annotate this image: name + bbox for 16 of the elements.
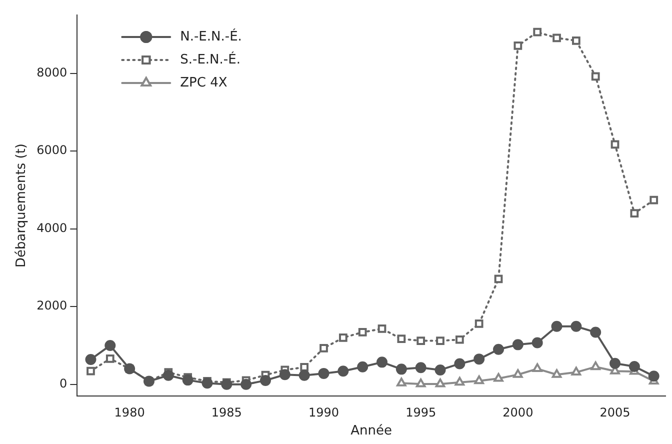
y-tick-label: 4000: [36, 220, 68, 235]
x-tick-label: 1995: [406, 405, 436, 420]
x-tick-label: 2000: [502, 405, 534, 420]
legend-label: N.-E.N.-É.: [180, 27, 242, 44]
y-tick-label: 2000: [36, 298, 68, 313]
x-tick-label: 2005: [600, 405, 630, 420]
x-tick-label: 1985: [211, 405, 242, 420]
x-axis-title: Année: [350, 424, 392, 439]
y-tick-label: 0: [60, 376, 68, 390]
y-tick-label: 6000: [36, 143, 68, 158]
x-tick-label: 1990: [308, 405, 340, 420]
y-axis-title: Débarquements (t): [14, 144, 30, 268]
legend-label: S.-E.N.-É.: [180, 50, 240, 68]
y-tick-label: 8000: [36, 65, 68, 80]
legend-label: ZPC 4X: [180, 75, 228, 90]
x-tick-label: 1980: [114, 405, 145, 420]
